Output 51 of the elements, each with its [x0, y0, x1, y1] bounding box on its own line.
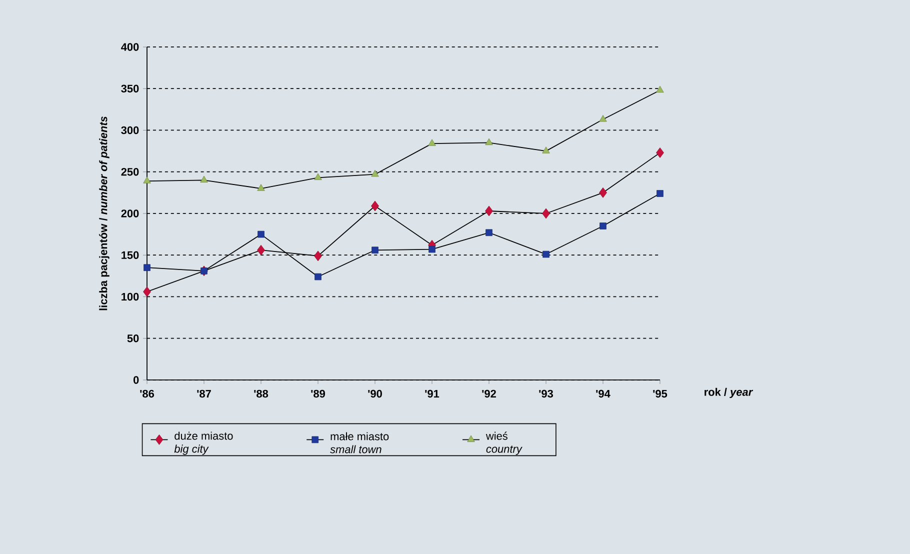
y-tick-label: 150	[122, 251, 139, 259]
x-tick-label: '93	[539, 390, 554, 398]
x-tick-label: '89	[311, 390, 325, 398]
point	[542, 146, 550, 154]
x-tick-label: '95	[653, 390, 668, 398]
legend-label: wieś country	[486, 432, 522, 455]
y-tick-label: 0	[134, 376, 139, 384]
point	[428, 246, 436, 253]
point	[314, 173, 322, 180]
point	[485, 138, 493, 146]
x-axis-title: rok / year	[704, 388, 754, 398]
x-tick-label: '87	[197, 390, 211, 398]
point	[371, 200, 379, 212]
x-tick-label: '92	[482, 390, 496, 398]
point	[542, 250, 550, 258]
point	[144, 264, 150, 271]
x-tick-label: '91	[425, 390, 440, 398]
point	[200, 176, 208, 182]
y-tick-label: 300	[121, 126, 139, 134]
legend-label: duże miasto big city	[174, 432, 233, 455]
y-tick-label: 400	[121, 43, 139, 51]
point	[314, 250, 322, 262]
point	[599, 187, 607, 198]
point	[257, 184, 265, 191]
point	[258, 230, 264, 238]
point	[314, 273, 322, 280]
y-tick-label: 350	[121, 84, 139, 92]
point	[428, 139, 436, 146]
x-tick-label: '86	[140, 390, 154, 398]
y-tick-label: 200	[121, 210, 139, 218]
point	[485, 206, 493, 216]
point	[599, 115, 607, 122]
point	[656, 86, 664, 93]
y-tick-label: 250	[121, 168, 139, 176]
x-tick-label: '90	[368, 390, 382, 398]
point	[542, 208, 550, 219]
y-tick-label: 100	[122, 292, 139, 301]
point	[372, 246, 378, 254]
point	[486, 229, 492, 236]
point	[143, 286, 151, 297]
x-tick-label: '88	[254, 390, 268, 398]
point	[143, 176, 151, 184]
x-tick-label: '94	[596, 390, 610, 398]
y-axis-title: liczba pacjentów / number of patients	[99, 116, 110, 310]
point	[656, 190, 664, 197]
point	[600, 222, 606, 230]
legend-label: małe miasto small town	[330, 432, 389, 454]
point	[257, 244, 265, 256]
point	[656, 148, 664, 158]
y-tick-label: 50	[127, 334, 139, 342]
point	[371, 170, 379, 177]
